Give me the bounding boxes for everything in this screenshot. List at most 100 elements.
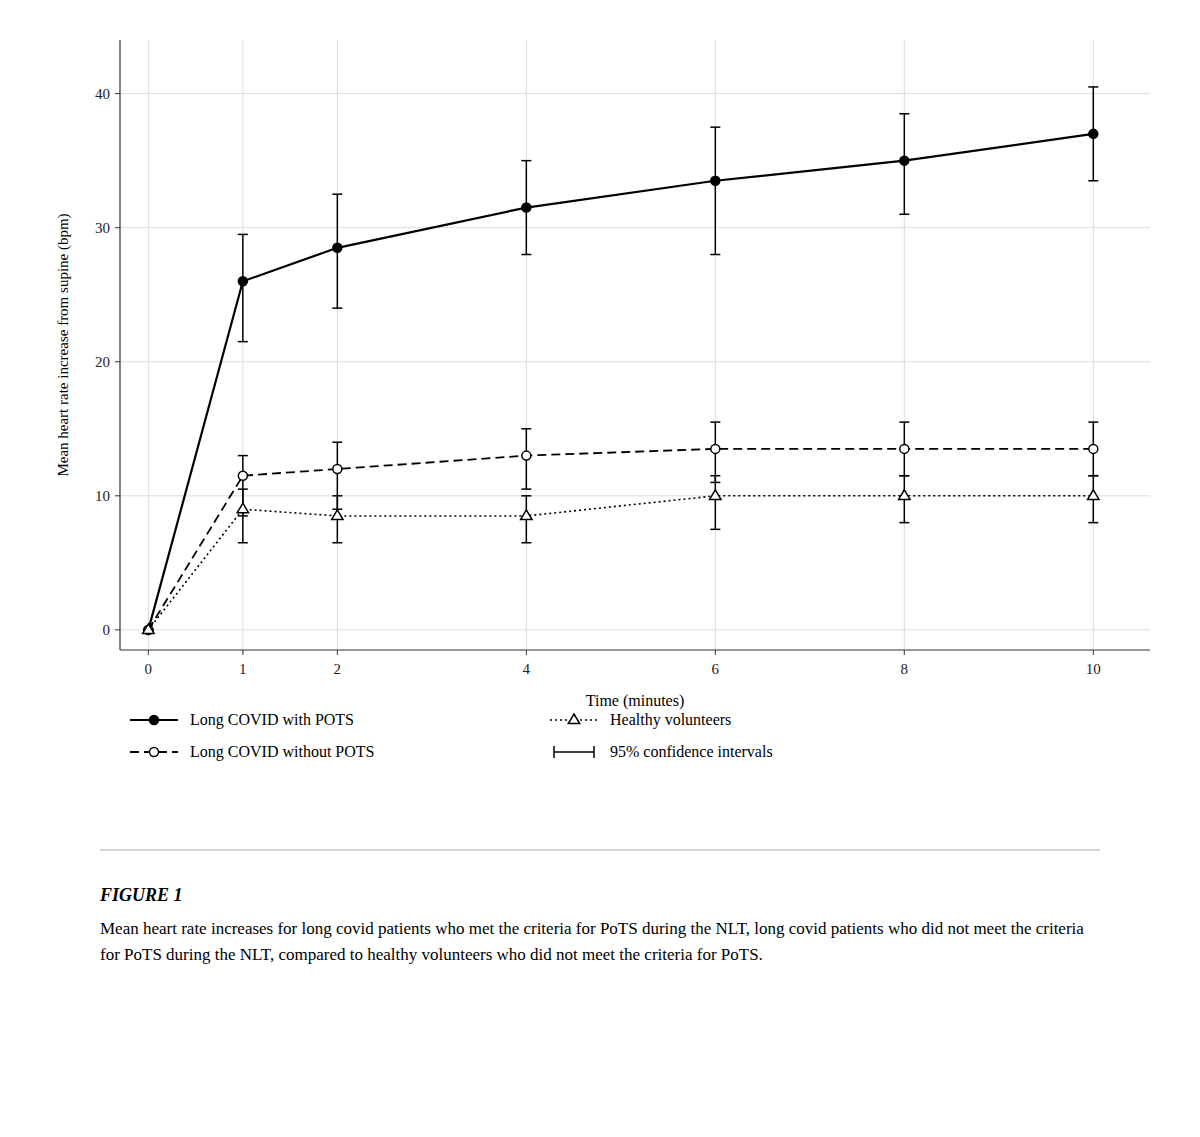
grid-line-y	[120, 93, 1150, 94]
y-tick-label: 20	[95, 354, 110, 370]
error-bar-cap	[899, 475, 909, 477]
x-tick-label: 2	[334, 661, 342, 677]
point	[143, 624, 154, 634]
error-bar-cap	[521, 428, 531, 430]
y-tick	[115, 93, 120, 94]
series	[143, 87, 1098, 634]
error-bar-cap	[238, 341, 248, 343]
x-tick	[526, 650, 527, 655]
error-bar-cap	[1088, 86, 1098, 88]
error-bar	[710, 127, 720, 254]
error-bar-cap	[332, 193, 342, 195]
y-tick	[115, 361, 120, 362]
y-axis-line	[119, 40, 120, 650]
error-bar-cap	[1088, 180, 1098, 182]
legend-marker	[568, 714, 579, 724]
point	[522, 451, 531, 460]
series-line	[148, 449, 1093, 630]
legend-swatch	[593, 746, 595, 758]
error-bar-cap	[521, 542, 531, 544]
grid-line-x	[337, 40, 338, 650]
error-bar	[332, 496, 342, 543]
error-bar	[238, 456, 248, 516]
error-bar-cap	[710, 254, 720, 256]
x-tick	[242, 650, 243, 655]
x-tick-label: 8	[901, 661, 909, 677]
point	[1089, 129, 1098, 138]
legend-label: 95% confidence intervals	[610, 743, 773, 760]
x-tick-label: 4	[523, 661, 531, 677]
error-bar-cap	[521, 254, 531, 256]
error-bar-cap	[1088, 475, 1098, 477]
grid-line-x	[904, 40, 905, 650]
error-bar	[521, 496, 531, 543]
point	[900, 156, 909, 165]
point	[710, 490, 721, 500]
error-bar-cap	[1088, 421, 1098, 423]
legend-item: Long COVID without POTS	[130, 743, 374, 761]
point	[333, 243, 342, 252]
point	[711, 176, 720, 185]
y-tick	[115, 629, 120, 630]
error-bar-cap	[332, 495, 342, 497]
x-axis-line	[120, 649, 1150, 650]
error-bar-cap	[899, 522, 909, 524]
y-tick-label: 0	[103, 622, 111, 638]
point	[238, 277, 247, 286]
point	[332, 510, 343, 520]
x-tick-label: 10	[1086, 661, 1101, 677]
error-bar-stem	[242, 489, 244, 543]
x-tick	[1093, 650, 1094, 655]
error-bar-cap	[899, 475, 909, 477]
legend-item: Healthy volunteers	[550, 711, 731, 729]
error-bar-cap	[521, 488, 531, 490]
error-bar	[899, 476, 909, 523]
error-bar	[899, 114, 909, 215]
x-axis-label: Time (minutes)	[586, 692, 685, 710]
error-bar	[521, 429, 531, 489]
legend-item: 95% confidence intervals	[554, 743, 773, 760]
y-axis-label: Mean heart rate increase from supine (bp…	[55, 213, 72, 476]
grid-line-x	[715, 40, 716, 650]
axes: 01246810010203040	[95, 40, 1150, 677]
legend-swatch	[553, 746, 555, 758]
error-bar-cap	[710, 475, 720, 477]
legend-label: Long COVID without POTS	[190, 743, 374, 761]
point	[711, 444, 720, 453]
y-tick-label: 30	[95, 220, 110, 236]
error-bar-cap	[899, 214, 909, 216]
error-bar-cap	[710, 529, 720, 531]
legend: Long COVID with POTS Long COVID without P…	[130, 711, 773, 761]
grid-line-x	[148, 40, 149, 650]
x-tick-label: 1	[239, 661, 247, 677]
legend-marker	[150, 716, 159, 725]
x-tick-label: 6	[712, 661, 720, 677]
x-tick	[148, 650, 149, 655]
y-tick	[115, 227, 120, 228]
legend-item: Long COVID with POTS	[130, 711, 354, 729]
error-bar-cap	[238, 234, 248, 236]
plot-data	[143, 87, 1099, 634]
caption-body: Mean heart rate increases for long covid…	[100, 916, 1100, 969]
series	[143, 422, 1098, 634]
error-bar-cap	[1088, 522, 1098, 524]
grid-line-x	[526, 40, 527, 650]
grid-line-y	[120, 495, 1150, 496]
error-bar-cap	[521, 495, 531, 497]
point	[1089, 444, 1098, 453]
error-bar	[710, 476, 720, 530]
error-bar-cap	[1088, 475, 1098, 477]
y-tick-label: 40	[95, 86, 110, 102]
error-bar-cap	[238, 455, 248, 457]
error-bar-cap	[710, 126, 720, 128]
error-bar-cap	[332, 307, 342, 309]
series	[143, 476, 1099, 634]
grid-line-y	[120, 629, 1150, 630]
point	[521, 510, 532, 520]
grid-line-y	[120, 361, 1150, 362]
error-bar-cap	[238, 488, 248, 490]
x-tick	[715, 650, 716, 655]
grid-line-x	[242, 40, 243, 650]
point	[522, 203, 531, 212]
error-bar	[1088, 476, 1098, 523]
